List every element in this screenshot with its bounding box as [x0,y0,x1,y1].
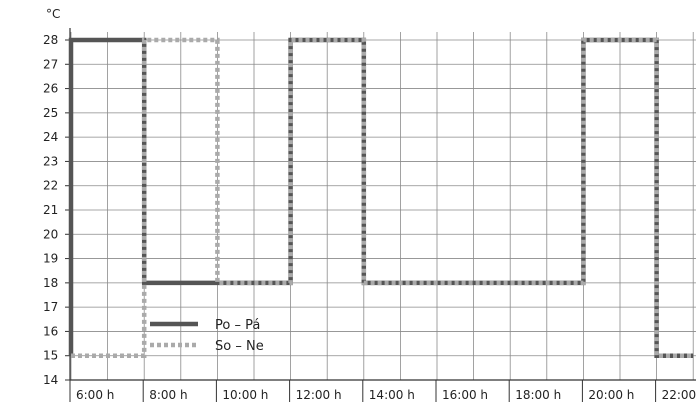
grid [70,32,696,380]
y-tick-label: 26 [43,82,58,96]
y-tick-label: 24 [43,130,58,144]
y-unit-label: °C [46,7,60,21]
y-tick-label: 18 [43,276,58,290]
x-tick-label: 16:00 h [442,388,488,402]
y-tick-label: 21 [43,203,58,217]
y-tick-label: 20 [43,227,58,241]
y-tick-label: 17 [43,300,58,314]
axes: 14 15 16 17 18 19 20 21 22 23 24 25 26 27 28 °C 6:00 h 8:… [43,7,700,402]
x-tick-label: 12:00 h [296,388,342,402]
legend-label-po-pa: Po – Pá [215,318,260,333]
y-tick-label: 15 [43,349,58,363]
y-tick-label: 25 [43,106,58,120]
y-tick-label: 14 [43,373,58,387]
y-tick-label: 27 [43,57,58,71]
legend-label-so-ne: So – Ne [215,339,264,354]
x-tick-label: 6:00 h [76,388,114,402]
x-tick-label: 8:00 h [149,388,187,402]
x-tick-label: 14:00 h [369,388,415,402]
x-tick-label: 22:00 h [662,388,700,402]
legend: Po – Pá So – Ne [150,318,264,354]
y-tick-label: 16 [43,324,58,338]
y-tick-label: 28 [43,33,58,47]
series-lines [68,37,694,358]
series-line-po-pa [68,37,694,358]
x-tick-label: 20:00 h [588,388,634,402]
y-tick-label: 19 [43,252,58,266]
x-tick-label: 18:00 h [515,388,561,402]
y-tick-label: 23 [43,154,58,168]
x-tick-label: 10:00 h [222,388,268,402]
y-tick-label: 22 [43,179,58,193]
series-line-so-ne [71,37,694,358]
